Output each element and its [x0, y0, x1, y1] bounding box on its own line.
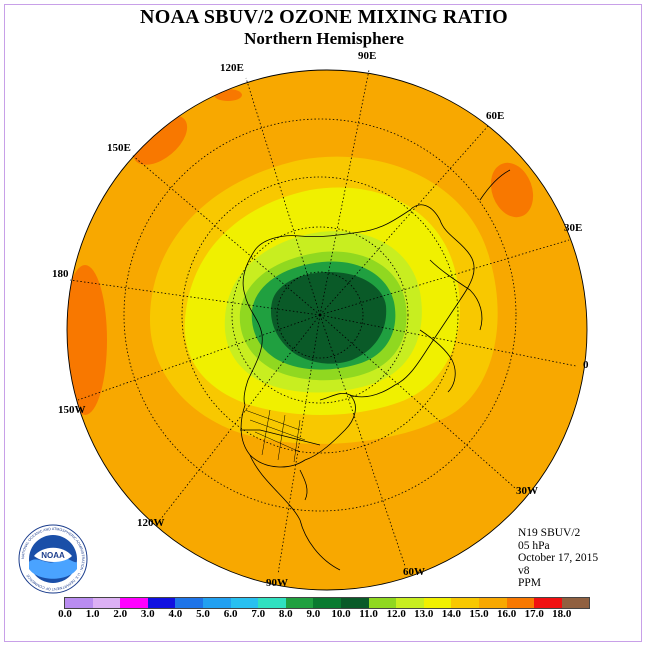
noaa-logo: NOAA NATIONAL OCEANIC AND ATMOSPHERIC AD… — [18, 524, 88, 594]
legend-tick-label: 10.0 — [331, 608, 351, 620]
legend-tick-label: 17.0 — [524, 608, 544, 620]
ozone-patch-120e — [214, 89, 242, 101]
lon-label-150w: 150W — [58, 404, 86, 416]
legend-swatch — [478, 598, 507, 608]
lon-label-90w: 90W — [266, 577, 288, 589]
lon-label-120w: 120W — [137, 517, 165, 529]
ozone-core-max — [270, 272, 387, 364]
map-subtitle: Northern Hemisphere — [244, 29, 404, 48]
legend-tick-label: 3.0 — [140, 608, 155, 620]
legend-swatch — [534, 598, 562, 608]
legend-swatch — [423, 598, 452, 608]
legend-swatch — [175, 598, 203, 608]
legend-swatch — [202, 598, 231, 608]
ozone-patch-150e — [132, 115, 188, 165]
ozone-patch-45e — [490, 162, 534, 218]
meridians — [69, 69, 577, 575]
legend-tick-label: 13.0 — [414, 608, 434, 620]
lon-label-90e: 90E — [358, 50, 377, 62]
legend-tick-label: 4.0 — [168, 608, 183, 620]
legend-tick-label: 2.0 — [113, 608, 128, 620]
lon-label-60w: 60W — [403, 566, 425, 578]
ozone-patch-180 — [67, 265, 107, 415]
legend-swatch — [147, 598, 176, 608]
units-label: PPM — [518, 577, 542, 589]
legend-tick-label: 9.0 — [306, 608, 321, 620]
satellite-label: N19 SBUV/2 — [518, 527, 581, 539]
legend-tick-label: 16.0 — [496, 608, 517, 620]
legend-swatch — [368, 598, 397, 608]
legend-tick-label: 14.0 — [441, 608, 462, 620]
lon-label-0: 0 — [583, 359, 589, 371]
pressure-level: 05 hPa — [518, 539, 550, 552]
logo-wordmark: NOAA — [41, 551, 65, 560]
latitude-circles — [123, 118, 517, 512]
legend-tick-label: 11.0 — [359, 608, 378, 620]
legend-swatch — [451, 598, 479, 608]
legend-tick-label: 15.0 — [469, 608, 489, 620]
boundary-lines — [244, 409, 306, 463]
legend-tick-label: 8.0 — [278, 608, 293, 620]
legend-swatch — [65, 598, 93, 608]
hemisphere-outline — [66, 69, 588, 591]
legend-swatch — [258, 598, 286, 608]
legend-swatch — [396, 598, 424, 608]
version-label: v8 — [518, 564, 530, 577]
lon-label-150e: 150E — [107, 142, 131, 154]
map-title: NOAA SBUV/2 OZONE MIXING RATIO — [140, 6, 508, 28]
legend-swatch — [506, 598, 535, 608]
legend-swatch — [120, 598, 148, 608]
legend-swatch — [561, 598, 590, 608]
lon-label-30e: 30E — [564, 222, 583, 234]
figure-frame — [4, 4, 642, 642]
lon-label-30w: 30W — [516, 485, 538, 497]
legend-tick-label: 0.0 — [58, 608, 72, 620]
date-label: October 17, 2015 — [518, 552, 599, 564]
color-scale-labels: 0.0 1.0 2.0 3.0 4.0 5.0 6.0 7.0 8.0 9.0 10.0 11.0 12… — [0, 608, 648, 622]
legend-swatch — [92, 598, 121, 608]
lon-label-60e: 60E — [486, 110, 505, 122]
legend-tick-label: 5.0 — [196, 608, 210, 620]
legend-tick-label: 7.0 — [251, 608, 266, 620]
lon-label-180: 180 — [52, 268, 69, 280]
legend-tick-label: 12.0 — [386, 608, 406, 620]
coastlines — [240, 169, 511, 571]
legend-tick-label: 18.0 — [552, 608, 572, 620]
legend-tick-label: 6.0 — [223, 608, 238, 620]
legend-swatch — [313, 598, 341, 608]
legend-tick-label: 1.0 — [85, 608, 100, 620]
color-scale-bar — [64, 597, 591, 609]
legend-swatch — [230, 598, 259, 608]
metadata-block: N19 SBUV/2 05 hPa October 17, 2015 v8 PP… — [518, 527, 598, 590]
legend-swatch — [285, 598, 314, 608]
legend-swatch — [340, 598, 369, 608]
lon-label-120e: 120E — [220, 62, 244, 74]
